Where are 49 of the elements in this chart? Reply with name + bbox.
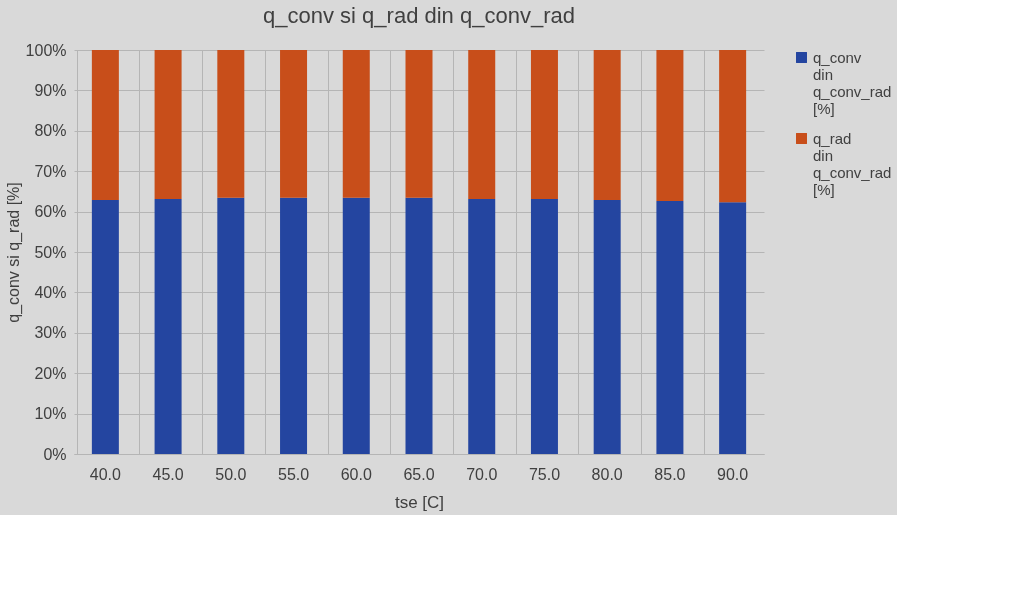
- x-axis-title: tse [C]: [394, 492, 445, 512]
- bar: [719, 50, 747, 203]
- bar: [342, 50, 370, 198]
- x-tick-label: 70.0: [466, 465, 498, 483]
- bar: [91, 199, 119, 454]
- x-tick-label: 80.0: [591, 465, 623, 483]
- x-tick-label: 75.0: [528, 465, 561, 483]
- bar: [405, 197, 433, 454]
- y-tick-label: 30%: [34, 324, 67, 342]
- y-tick-label: 90%: [34, 81, 67, 99]
- bar: [593, 50, 621, 200]
- bar: [154, 50, 182, 200]
- x-tick-label: 65.0: [403, 465, 435, 483]
- y-tick-label: 50%: [34, 243, 67, 261]
- y-tick-label: 100%: [25, 41, 67, 59]
- bar: [468, 50, 496, 200]
- x-tick-label: 85.0: [654, 465, 686, 483]
- y-tick-label: 70%: [34, 162, 67, 180]
- bar: [468, 199, 496, 454]
- bar: [593, 199, 621, 454]
- x-tick-label: 45.0: [152, 465, 184, 483]
- y-tick-label: 0%: [43, 445, 67, 463]
- legend-label: q_conv din q_conv_rad [%]: [813, 48, 892, 117]
- bar: [154, 199, 182, 454]
- y-tick-label: 40%: [34, 283, 67, 301]
- bar: [656, 50, 684, 202]
- bar: [530, 199, 558, 454]
- y-tick-label: 10%: [34, 405, 67, 423]
- x-tick-label: 60.0: [340, 465, 372, 483]
- y-axis-title: q_conv si q_rad [%]: [4, 182, 23, 323]
- bar: [719, 202, 747, 454]
- y-tick-label: 80%: [34, 122, 67, 140]
- chart-title: q_conv si q_rad din q_conv_rad: [263, 3, 575, 28]
- bar: [280, 50, 308, 198]
- bar: [91, 50, 119, 200]
- bar: [217, 197, 245, 454]
- bar: [342, 197, 370, 454]
- bar: [530, 50, 558, 200]
- y-tick-label: 60%: [34, 203, 67, 221]
- x-tick-label: 50.0: [215, 465, 247, 483]
- y-tick-label: 20%: [34, 364, 67, 382]
- x-tick-label: 55.0: [277, 465, 310, 483]
- x-tick-label: 40.0: [89, 465, 122, 483]
- x-tick-label: 90.0: [717, 465, 749, 483]
- legend-label: q_rad din q_conv_rad [%]: [813, 129, 892, 198]
- bar: [405, 50, 433, 198]
- bar: [656, 201, 684, 454]
- bar: [280, 197, 308, 454]
- bar: [217, 50, 245, 198]
